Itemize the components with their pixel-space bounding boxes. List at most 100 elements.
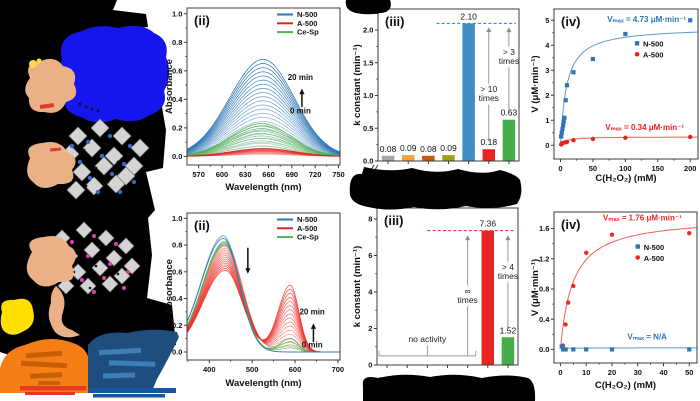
bar-0.08 [422, 155, 435, 161]
svg-text:8: 8 [368, 215, 372, 224]
series-A-500 [558, 134, 693, 147]
legend-label: N-500 [643, 40, 663, 49]
series-A-500 [187, 148, 340, 157]
time-annotation: 0 min [290, 107, 311, 116]
svg-text:1.0: 1.0 [172, 9, 182, 18]
svg-text:2: 2 [368, 324, 372, 333]
bar-0.18 [482, 149, 496, 161]
bar-value-label: 0.08 [380, 144, 397, 154]
bar-7.36 [481, 230, 495, 365]
annotations: 20 min 0 min [288, 73, 313, 116]
bar-value-label: 7.36 [480, 219, 497, 229]
lattice-atoms-blue [69, 133, 137, 195]
legend: N-500 A-500 [634, 40, 663, 60]
svg-text:600: 600 [216, 170, 229, 179]
svg-text:1.5: 1.5 [363, 58, 373, 67]
data-points [559, 230, 692, 352]
svg-text:750: 750 [332, 170, 345, 179]
annotations: 20 min 0 min [245, 247, 325, 349]
series-N-500 [187, 235, 340, 353]
bar-2.10 [462, 23, 475, 162]
svg-text:0: 0 [368, 361, 372, 370]
svg-text:0.2: 0.2 [172, 321, 182, 330]
svg-text:30: 30 [634, 368, 642, 377]
vmax-label-N-500: Vₘₐₓ = N/A [627, 333, 667, 342]
bars: 7.36 1.52 [386, 219, 517, 368]
svg-text:0.2: 0.2 [172, 123, 182, 132]
time-annotation: 20 min [288, 73, 313, 82]
svg-text:720: 720 [309, 170, 322, 179]
plot-frame [186, 7, 341, 166]
svg-text:690: 690 [286, 170, 299, 179]
svg-text:150: 150 [652, 164, 665, 173]
panel-label: (ii) [194, 218, 210, 233]
legend-label: Ce-Sp [297, 28, 319, 37]
nanoparticle-blob-top [25, 58, 77, 113]
nanoparticle-blob-mid [27, 142, 76, 189]
spectra-curves [187, 235, 340, 353]
series-N-500 [559, 18, 693, 139]
legend-label: Ce-Sp [297, 233, 319, 242]
time-annotation: 0 min [302, 340, 323, 349]
svg-text:20: 20 [608, 368, 616, 377]
svg-text:1.0: 1.0 [363, 91, 373, 100]
svg-text:0.0: 0.0 [539, 345, 549, 354]
svg-text:500: 500 [246, 365, 259, 374]
svg-text:50: 50 [589, 164, 597, 173]
svg-text:0.0: 0.0 [172, 348, 182, 357]
bar-value-label: 0.09 [440, 143, 457, 153]
chart-top-kinetics: Vₘₐₓ = 4.73 μM·min⁻¹ Vₘₐₓ = 0.34 μM·min⁻¹… [530, 8, 699, 184]
dot-trail [78, 102, 100, 113]
synthesis-scheme-illustration [0, 0, 179, 398]
legend-label: N-500 [297, 10, 317, 19]
svg-text:1.2: 1.2 [539, 254, 549, 263]
bar-0.09 [442, 155, 455, 161]
crystal-lattice-top [60, 118, 150, 200]
fit-curve-N-500 [560, 31, 698, 144]
redacted-caption-red [20, 386, 86, 395]
vmax-label-N-500: Vₘₐₓ = 4.73 μM·min⁻¹ [607, 15, 686, 24]
svg-text:5: 5 [545, 16, 549, 25]
fit-curve-A-500 [560, 136, 698, 146]
x-axis-label: Wavelength (nm) [225, 378, 301, 389]
bar-value-label: 0.63 [501, 108, 518, 118]
plot-frame [377, 8, 520, 162]
data-points [558, 18, 693, 147]
legend-label: A-500 [644, 254, 664, 263]
bar-0.09 [401, 155, 415, 161]
y-axis-label: Absorbance [164, 59, 175, 114]
svg-text:50: 50 [685, 368, 693, 377]
lattice-atoms-black-bottom [72, 244, 122, 290]
vmax-label-A-500: Vₘₐₓ = 1.76 μM·min⁻¹ [603, 213, 682, 222]
red-accent-mid [49, 147, 62, 152]
svg-text:630: 630 [239, 170, 252, 179]
fit-curve-A-500 [560, 227, 697, 346]
svg-text:0: 0 [545, 141, 549, 150]
axes: 0.0 0.5 1.0 1.5 2.0k constant (min⁻¹) [352, 8, 520, 166]
bar-annotations: no activity ∞ times > 4 times [378, 235, 522, 357]
vmax-label-A-500: Vₘₐₓ = 0.34 μM·min⁻¹ [605, 123, 684, 132]
chart-bottom-kinetics: Vₘₐₓ = 1.76 μM·min⁻¹ Vₘₐₓ = N/A 0.0 0.4 0.8 1… [530, 211, 698, 391]
legend-swatch [634, 41, 640, 46]
navy-blob-marks [98, 347, 156, 379]
y-axis-label: Absorbance [164, 259, 175, 314]
bar-value-label: 1.52 [500, 325, 517, 335]
series-N-500 [559, 344, 692, 352]
panel-label: (iv) [561, 217, 581, 232]
bar-1.52 [501, 337, 515, 365]
x-axis-label: Wavelength (nm) [225, 182, 301, 193]
svg-text:4: 4 [545, 41, 550, 50]
y-axis-label: V (μM·min⁻¹) [530, 259, 541, 316]
svg-text:0.8: 0.8 [172, 241, 182, 250]
panel-label: (iii) [385, 14, 405, 29]
y-axis-label: k constant (min⁻¹) [352, 44, 363, 126]
svg-text:0.8: 0.8 [172, 38, 182, 47]
svg-text:10: 10 [582, 368, 590, 377]
svg-text:1: 1 [545, 116, 549, 125]
time-annotation: 20 min [299, 308, 324, 317]
